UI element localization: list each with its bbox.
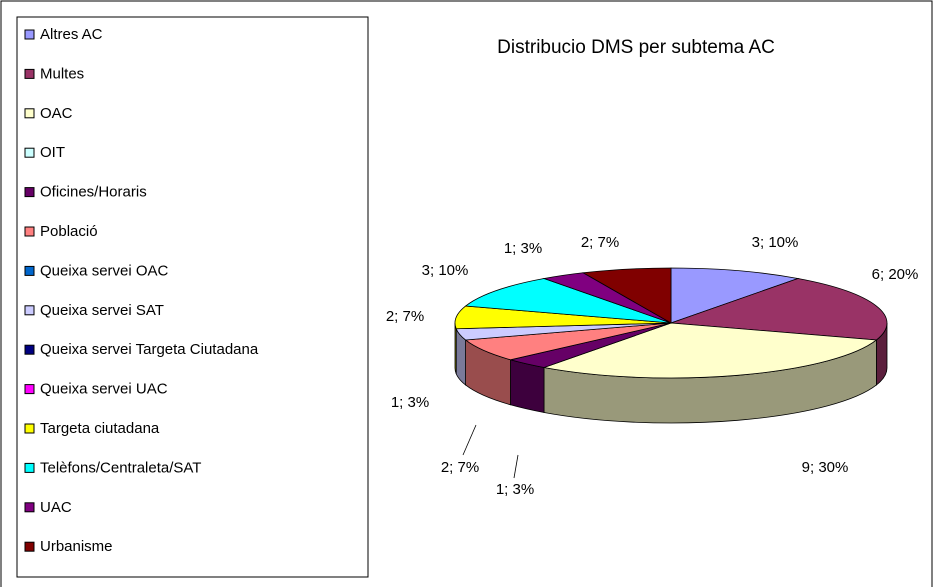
legend-swatch [24,344,35,355]
data-label: 2; 7% [581,234,619,251]
slice [670,278,888,341]
data-label: 9; 30% [802,459,849,476]
legend-swatch [24,68,35,79]
legend-swatch [24,384,35,395]
legend-swatch [24,147,35,158]
legend-label: Altres AC [40,26,103,43]
data-label: 6; 20% [872,266,919,283]
legend-swatch [24,108,35,119]
legend-label: UAC [40,499,72,516]
legend-label: Queixa servei OAC [40,262,169,279]
legend-swatch [24,462,35,473]
legend-label: Queixa servei Targeta Ciutadana [40,341,259,358]
data-label: 3; 10% [752,234,799,251]
legend-label: Multes [40,65,84,82]
leader-line [462,424,477,456]
data-label: 3; 10% [422,262,469,279]
legend-label: Oficines/Horaris [40,184,147,201]
legend-swatch [24,305,35,316]
data-label: 1; 3% [496,481,534,498]
slice [464,278,672,324]
slice [542,322,878,379]
legend-label: Queixa servei SAT [40,302,164,319]
slice [581,267,672,324]
legend-swatch [24,226,35,237]
legend-label: Urbanisme [40,538,113,555]
legend-swatch [24,423,35,434]
legend-label: OIT [40,144,65,161]
legend-label: Telèfons/Centraleta/SAT [40,459,201,476]
data-label: 2; 7% [386,308,424,325]
legend-label: Queixa servei UAC [40,381,168,398]
data-label: 1; 3% [504,240,542,257]
chart-title: Distribucio DMS per subtema AC [497,37,775,58]
legend-swatch [24,29,35,40]
legend-swatch [24,502,35,513]
slice [670,267,800,324]
slice-side [510,359,545,413]
legend-swatch [24,541,35,552]
legend-box [16,16,369,578]
legend-swatch [24,265,35,276]
data-label: 2; 7% [441,459,479,476]
data-label: 1; 3% [391,394,429,411]
legend-label: Població [40,223,98,240]
legend-swatch [24,187,35,198]
legend-label: OAC [40,105,73,122]
leader-line [513,454,519,479]
legend-label: Targeta ciutadana [40,420,160,437]
slice-side [454,322,457,374]
